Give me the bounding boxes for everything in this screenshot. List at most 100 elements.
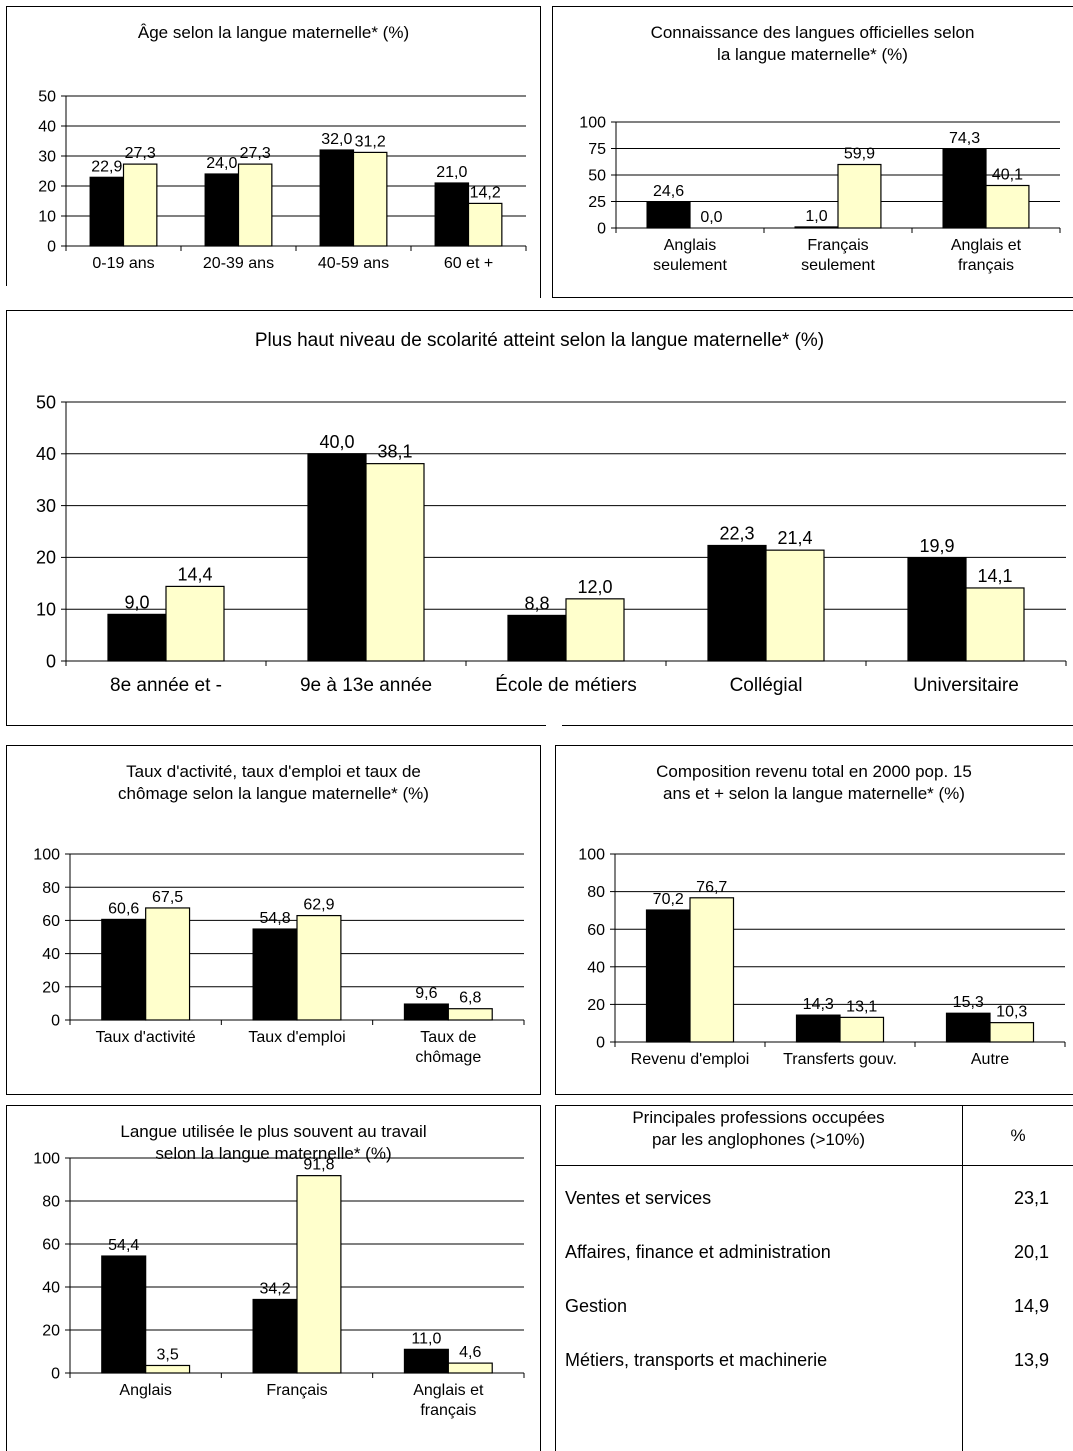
- data-label: 34,2: [259, 1280, 290, 1297]
- data-label: 1,0: [805, 208, 827, 225]
- table-row-percent: 14,9: [1013, 1296, 1049, 1316]
- category-label: seulement: [801, 257, 875, 274]
- table-border: [962, 1105, 963, 1451]
- bar-series-b: [122, 163, 158, 247]
- category-label: Autre: [971, 1051, 1009, 1068]
- data-label: 32,0: [321, 131, 352, 148]
- category-label: français: [958, 257, 1014, 274]
- bar-series-a: [403, 1003, 449, 1021]
- data-label: 38,1: [377, 442, 412, 462]
- data-label: 31,2: [355, 133, 386, 150]
- data-label: 3,5: [156, 1346, 178, 1363]
- chart-title: Composition revenu total en 2000 pop. 15…: [656, 762, 972, 803]
- panel-border: [555, 745, 1073, 746]
- panel-border: [6, 745, 541, 746]
- y-tick-label: 40: [42, 946, 60, 963]
- y-tick-label: 20: [42, 979, 60, 996]
- data-label: 11,0: [411, 1330, 441, 1347]
- table-row-occupation: Métiers, transports et machinerie: [565, 1350, 828, 1370]
- data-label: 59,9: [844, 146, 875, 163]
- y-tick-label: 30: [36, 496, 56, 516]
- data-label: 22,9: [91, 158, 122, 175]
- y-tick-label: 20: [36, 548, 56, 568]
- data-label: 21,0: [436, 164, 467, 181]
- data-label: 4,6: [459, 1344, 481, 1361]
- data-label: 12,0: [577, 577, 612, 597]
- category-label: Anglais: [119, 1382, 171, 1399]
- bar-series-b: [467, 202, 503, 247]
- data-label: 22,3: [719, 523, 754, 543]
- category-label: 9e à 13e année: [300, 675, 432, 696]
- y-tick-label: 10: [36, 600, 56, 620]
- bar-series-a: [795, 1014, 841, 1043]
- data-label: 67,5: [152, 889, 183, 906]
- bar-series-b: [296, 1175, 342, 1374]
- data-label: 8,8: [524, 593, 549, 613]
- chart-svg: 0 20 40 60 80 100 54,4 3,5 Anglais 34,2 91,8 França…: [33, 1151, 525, 1419]
- data-label: 27,3: [240, 145, 271, 162]
- bar-series-b: [565, 598, 625, 662]
- panel-border: [6, 6, 541, 7]
- category-label: Français: [807, 237, 868, 254]
- data-label: 6,8: [459, 990, 481, 1007]
- y-tick-label: 0: [596, 1035, 605, 1052]
- category-label: Transferts gouv.: [783, 1051, 897, 1068]
- y-tick-label: 20: [587, 997, 605, 1014]
- y-tick-label: 20: [42, 1323, 60, 1340]
- bar-series-b: [296, 914, 342, 1021]
- panel-border: [540, 6, 541, 298]
- category-label: Taux d'emploi: [248, 1029, 345, 1046]
- bar-series-b: [837, 163, 882, 229]
- data-label: 14,1: [977, 566, 1012, 586]
- y-tick-label: 60: [42, 913, 60, 930]
- panel-border: [6, 725, 546, 726]
- y-tick-label: 80: [42, 880, 60, 897]
- data-label: 9,0: [124, 592, 149, 612]
- bar-series-b: [765, 549, 825, 662]
- category-label: 60 et +: [444, 255, 493, 272]
- y-tick-label: 60: [587, 922, 605, 939]
- category-label: chômage: [415, 1049, 481, 1066]
- bar-series-b: [447, 1008, 493, 1021]
- data-label: 14,3: [803, 996, 834, 1013]
- bar-series-b: [237, 163, 273, 247]
- y-tick-label: 50: [588, 168, 606, 185]
- bar-series-a: [252, 1298, 298, 1374]
- panel-border: [540, 745, 541, 1095]
- y-tick-label: 80: [42, 1194, 60, 1211]
- table-row-percent: 20,1: [1013, 1242, 1049, 1262]
- bar-series-b: [352, 151, 388, 247]
- bar-series-a: [101, 918, 147, 1021]
- category-label: 8e année et -: [110, 675, 222, 696]
- bar-series-a: [794, 226, 839, 229]
- table-row-occupation: Gestion: [565, 1296, 628, 1316]
- chart-svg: 0 20 40 60 80 100 70,2 76,7 Revenu d'emploi 14,3 1…: [578, 847, 1066, 1068]
- y-tick-label: 100: [33, 847, 60, 864]
- panel-border: [6, 285, 7, 286]
- data-label: 54,4: [108, 1237, 139, 1254]
- data-label: 76,7: [696, 879, 727, 896]
- category-label: Revenu d'emploi: [631, 1051, 750, 1068]
- table-row-occupation: Affaires, finance et administration: [565, 1242, 831, 1262]
- data-label: 14,2: [470, 184, 501, 201]
- y-tick-label: 0: [46, 651, 56, 671]
- y-tick-label: 50: [36, 392, 56, 412]
- y-tick-label: 40: [38, 119, 56, 136]
- bar-series-a: [107, 613, 167, 662]
- y-tick-label: 0: [51, 1366, 60, 1383]
- data-label: 24,6: [653, 183, 684, 200]
- category-label: Français: [266, 1382, 327, 1399]
- chart-svg: 0 25 50 75 100 24,6 0,0 Anglais seulement 1,0 59,9…: [579, 115, 1061, 274]
- bar-series-a: [945, 1012, 991, 1043]
- category-label: École de métiers: [495, 675, 637, 696]
- panel-border: [6, 1105, 7, 1451]
- y-tick-label: 80: [587, 884, 605, 901]
- data-label: 60,6: [108, 900, 139, 917]
- y-tick-label: 100: [579, 115, 606, 132]
- chart-title: Âge selon la langue maternelle* (%): [137, 23, 410, 42]
- data-label: 24,0: [206, 155, 237, 172]
- chart-title: Plus haut niveau de scolarité atteint se…: [254, 330, 825, 351]
- bar-series-b: [365, 463, 425, 662]
- panel-border: [552, 297, 1073, 298]
- table-header-percent: %: [1010, 1126, 1026, 1145]
